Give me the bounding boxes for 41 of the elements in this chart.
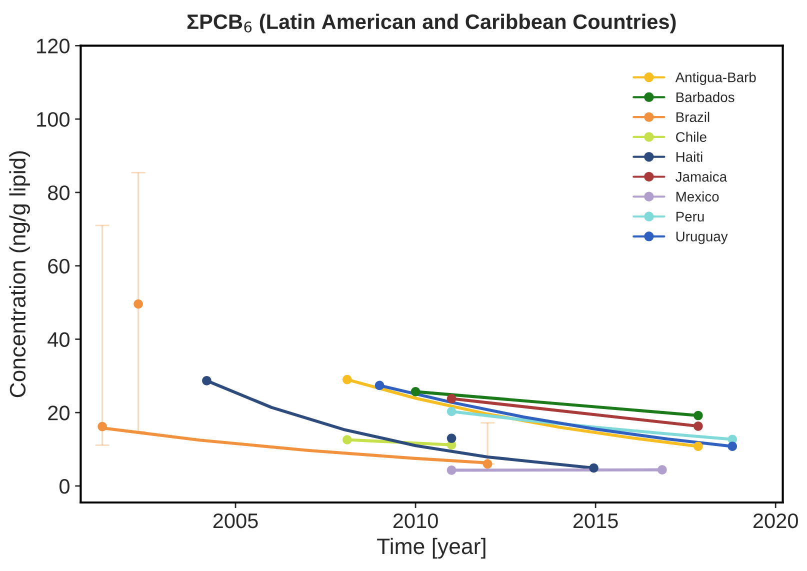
point: [482, 459, 492, 469]
y-tick-label: 20: [48, 406, 70, 420]
legend-label: Peru: [676, 212, 704, 222]
point: [694, 442, 703, 451]
point: [446, 466, 456, 475]
x-tick-label: 2010: [393, 513, 438, 528]
x-axis-title: Time [year]: [377, 538, 486, 559]
legend-label: Antigua-Barb: [675, 72, 756, 86]
x-tick-label: 2020: [753, 513, 798, 528]
y-tick-label: 0: [60, 478, 70, 494]
point: [446, 434, 456, 443]
legend-label: Chile: [676, 132, 706, 142]
point: [589, 463, 598, 473]
x-tick-label: 2005: [213, 513, 258, 528]
legend-label: Haiti: [676, 152, 702, 162]
chart-title: ΣPCB$_{6}$ (Latin American and Caribbean Countries): [187, 14, 676, 34]
legend-label: Barbados: [676, 92, 734, 102]
point: [98, 422, 107, 432]
point: [374, 380, 384, 390]
x-tick-label: 2015: [573, 513, 618, 528]
point: [410, 387, 420, 396]
legend-label: Brazil: [676, 112, 710, 122]
point: [446, 394, 456, 404]
y-tick-label: 100: [37, 112, 70, 127]
legend-label: Uruguay: [676, 232, 728, 244]
y-tick-label: 40: [48, 332, 70, 347]
point: [134, 299, 143, 309]
point: [658, 465, 667, 474]
point: [694, 422, 703, 431]
y-tick-label: 120: [37, 38, 70, 54]
y-tick-label: 60: [48, 258, 70, 274]
point: [694, 410, 703, 420]
y-tick-label: 80: [48, 185, 70, 200]
y-axis-title: Concentration (ng/g lipid): [9, 151, 30, 398]
point: [202, 376, 212, 386]
legend-label: Mexico: [676, 191, 719, 202]
point: [342, 435, 352, 444]
legend-label: Jamaica: [676, 172, 728, 182]
point: [728, 442, 738, 451]
point: [446, 406, 456, 416]
point: [342, 374, 352, 384]
